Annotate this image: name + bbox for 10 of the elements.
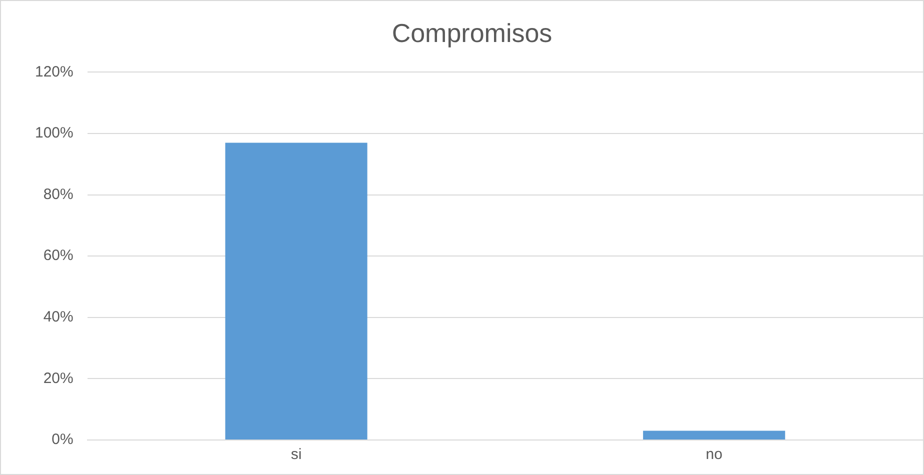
y-tick-label: 120%: [34, 63, 74, 80]
y-tick-label: 20%: [43, 370, 74, 387]
chart-title: Compromisos: [392, 18, 552, 48]
y-tick-label: 0%: [52, 431, 74, 448]
y-tick-label: 60%: [43, 247, 74, 264]
x-tick-label: no: [706, 446, 722, 464]
y-tick-label: 40%: [43, 308, 74, 326]
y-tick-label: 80%: [43, 186, 74, 203]
y-tick-label: 100%: [34, 124, 74, 142]
x-tick-label: si: [290, 446, 302, 464]
